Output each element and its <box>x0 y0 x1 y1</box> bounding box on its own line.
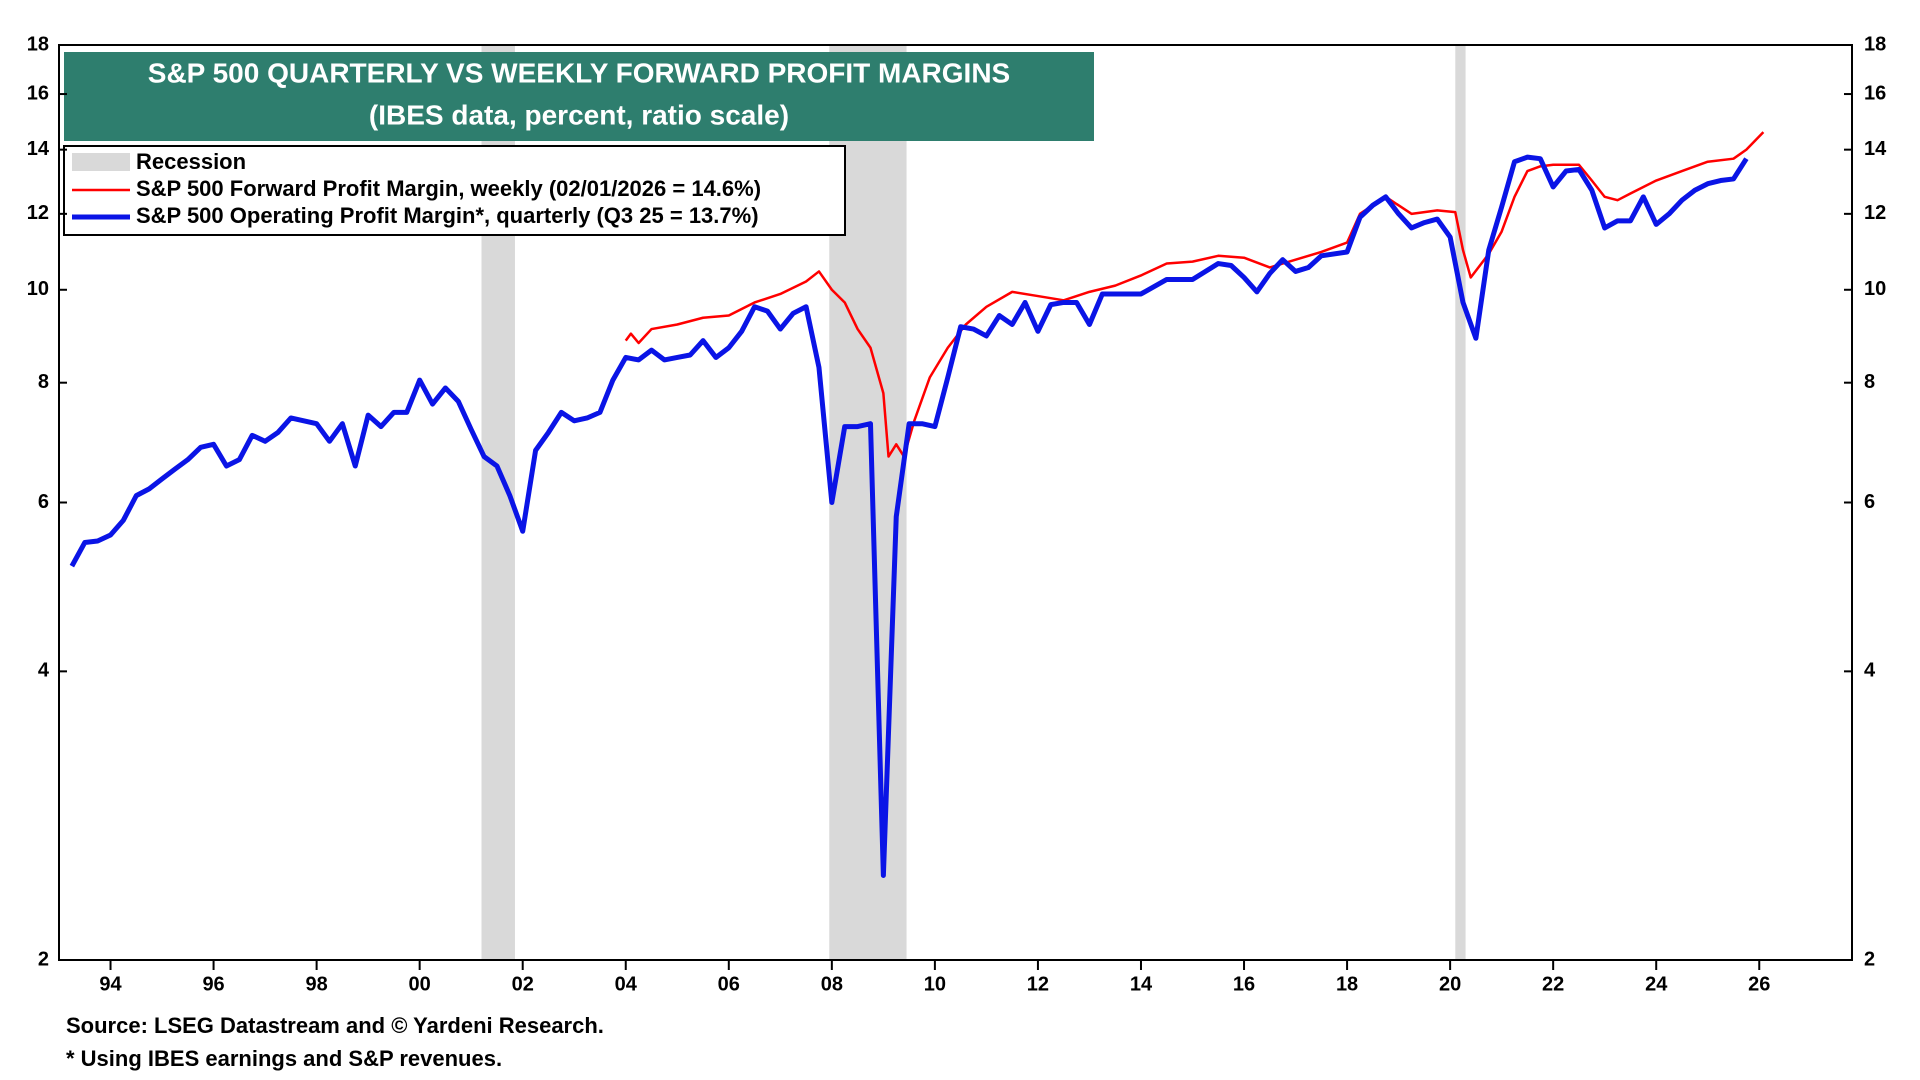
y-tick-label: 18 <box>27 33 49 55</box>
y2-tick-label: 12 <box>1864 202 1886 224</box>
y-tick-label: 6 <box>38 491 49 513</box>
x-tick-label: 12 <box>1027 973 1049 995</box>
title-box <box>64 52 1094 141</box>
legend-label: S&P 500 Operating Profit Margin*, quarte… <box>136 203 759 228</box>
y2-tick-label: 14 <box>1864 138 1887 160</box>
x-tick-label: 26 <box>1748 973 1770 995</box>
series-line <box>69 154 1749 878</box>
x-tick-label: 08 <box>821 973 843 995</box>
y-tick-label: 8 <box>38 371 49 393</box>
x-tick-label: 02 <box>512 973 534 995</box>
source: Source: LSEG Datastream and © Yardeni Re… <box>66 1013 604 1038</box>
note: * Using IBES earnings and S&P revenues. <box>66 1046 502 1071</box>
x-tick-label: 04 <box>615 973 638 995</box>
y-tick-label: 4 <box>38 660 50 682</box>
legend-box <box>63 145 846 236</box>
x-tick-label: 22 <box>1542 973 1564 995</box>
chart-title: S&P 500 QUARTERLY VS WEEKLY FORWARD PROF… <box>148 57 1010 88</box>
x-tick-label: 14 <box>1130 973 1153 995</box>
y-tick-label: 10 <box>27 278 49 300</box>
x-tick-label: 10 <box>924 973 946 995</box>
x-tick-label: 00 <box>409 973 431 995</box>
y-tick-label: 14 <box>27 138 50 160</box>
x-tick-label: 94 <box>99 973 122 995</box>
x-tick-label: 24 <box>1645 973 1668 995</box>
x-tick-label: 06 <box>718 973 740 995</box>
y2-tick-label: 10 <box>1864 278 1886 300</box>
x-tick-label: 96 <box>202 973 224 995</box>
series-line <box>624 131 1765 458</box>
legend-swatch <box>72 153 130 171</box>
y-tick-label: 16 <box>27 82 49 104</box>
recession-band <box>1455 46 1466 959</box>
y-tick-label: 12 <box>27 202 49 224</box>
y2-tick-label: 6 <box>1864 491 1875 513</box>
y2-tick-label: 16 <box>1864 82 1886 104</box>
chart-subtitle: (IBES data, percent, ratio scale) <box>369 99 789 130</box>
y2-tick-label: 8 <box>1864 371 1875 393</box>
legend-label: S&P 500 Forward Profit Margin, weekly (0… <box>136 176 761 201</box>
x-tick-label: 20 <box>1439 973 1461 995</box>
y2-tick-label: 18 <box>1864 33 1886 55</box>
x-tick-label: 18 <box>1336 973 1358 995</box>
x-tick-label: 98 <box>305 973 327 995</box>
legend-label: Recession <box>136 149 246 174</box>
y2-tick-label: 4 <box>1864 660 1876 682</box>
x-tick-label: 16 <box>1233 973 1255 995</box>
y2-tick-label: 2 <box>1864 948 1875 970</box>
y-tick-label: 2 <box>38 948 49 970</box>
